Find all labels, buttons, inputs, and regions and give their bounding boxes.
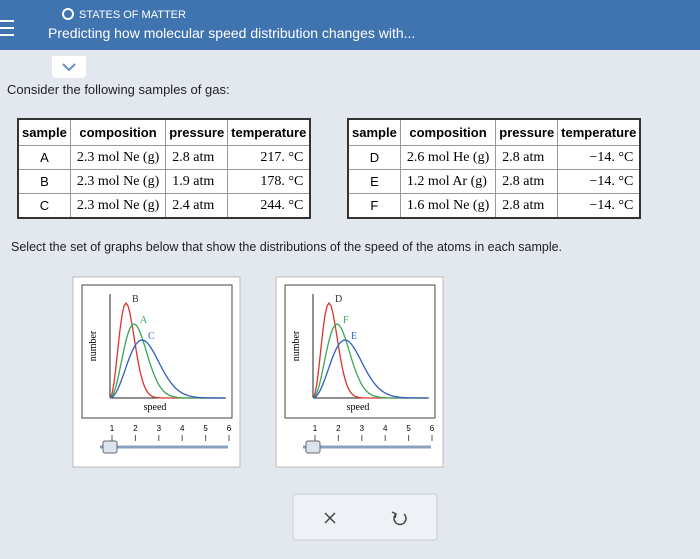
cell: 2.3 mol Ne (g) — [69, 169, 167, 194]
curve-label: F — [343, 315, 349, 326]
x-axis-label: speed — [347, 402, 370, 413]
y-axis-label: number — [88, 330, 99, 361]
slider-label: 4 — [180, 424, 185, 433]
table-row: B 2.3 mol Ne (g) 1.9 atm 178. °C — [17, 169, 311, 194]
gas-table: sample composition pressure temperature A 2.3… — [17, 118, 312, 219]
curve-label: B — [132, 294, 139, 305]
y-axis-label: number — [291, 330, 302, 361]
curve-label: A — [140, 315, 148, 326]
header: STATES OF MATTER Predicting how molecula… — [0, 0, 700, 50]
cell: 217. °C — [227, 145, 311, 170]
collapse-tab[interactable] — [52, 56, 86, 78]
cell: 2.4 atm — [165, 193, 229, 219]
cell: F — [347, 193, 401, 219]
header-title: Predicting how molecular speed distribut… — [48, 25, 416, 41]
cell: 2.8 atm — [495, 193, 559, 219]
cell: 1.2 mol Ar (g) — [399, 169, 497, 194]
curve-label: D — [335, 294, 342, 305]
instruction: Select the set of graphs below that show… — [11, 240, 563, 254]
cell: E — [347, 169, 401, 194]
slider-label: 1 — [313, 424, 318, 433]
column-header: temperature — [227, 118, 311, 146]
cell: 2.8 atm — [495, 169, 559, 194]
cell: 2.3 mol Ne (g) — [69, 193, 167, 219]
distribution-curve — [312, 339, 427, 399]
cell: 1.9 atm — [165, 169, 229, 194]
cell: 2.8 atm — [165, 145, 229, 170]
table-row: F 1.6 mol Ne (g) 2.8 atm −14. °C — [347, 193, 641, 219]
x-axis-label: speed — [144, 402, 167, 413]
slider-label: 1 — [110, 424, 115, 433]
slider-label: 3 — [360, 424, 365, 433]
button-bar — [292, 493, 438, 541]
cell: −14. °C — [557, 169, 641, 194]
cell: 2.3 mol Ne (g) — [69, 145, 167, 170]
menu-icon[interactable] — [0, 20, 14, 36]
undo-button[interactable] — [391, 511, 407, 526]
cell: −14. °C — [557, 193, 641, 219]
cell: 244. °C — [227, 193, 311, 219]
table-row: A 2.3 mol Ne (g) 2.8 atm 217. °C — [17, 145, 311, 170]
slider-label: 4 — [383, 424, 388, 433]
cell: B — [17, 169, 71, 194]
slider-handle[interactable] — [102, 440, 118, 454]
clear-button[interactable] — [324, 512, 336, 524]
slider-label: 6 — [227, 424, 232, 433]
slider-label: 2 — [133, 424, 138, 433]
cell: 1.6 mol Ne (g) — [399, 193, 497, 219]
curve-label: E — [351, 331, 357, 342]
cell: 178. °C — [227, 169, 311, 194]
section-label: STATES OF MATTER — [62, 8, 186, 21]
prompt: Consider the following samples of gas: — [7, 82, 230, 97]
table-row: C 2.3 mol Ne (g) 2.4 atm 244. °C — [17, 193, 311, 219]
slider-label: 2 — [336, 424, 341, 433]
slider-label: 6 — [430, 424, 435, 433]
table-row: E 1.2 mol Ar (g) 2.8 atm −14. °C — [347, 169, 641, 194]
slider-label: 5 — [203, 424, 208, 433]
slider-label: 3 — [157, 424, 162, 433]
cell: C — [17, 193, 71, 219]
slider-handle[interactable] — [305, 440, 321, 454]
column-header: temperature — [557, 118, 641, 146]
column-header: pressure — [495, 118, 559, 146]
slider-label: 5 — [406, 424, 411, 433]
plot-frame — [284, 284, 436, 419]
column-header: sample — [347, 118, 401, 146]
distribution-curve — [109, 339, 224, 399]
plot-frame — [81, 284, 233, 419]
chevron — [62, 63, 76, 72]
curve-label: C — [148, 331, 155, 342]
gas-table: sample composition pressure temperature D 2.6… — [347, 118, 642, 219]
column-header: sample — [17, 118, 71, 146]
